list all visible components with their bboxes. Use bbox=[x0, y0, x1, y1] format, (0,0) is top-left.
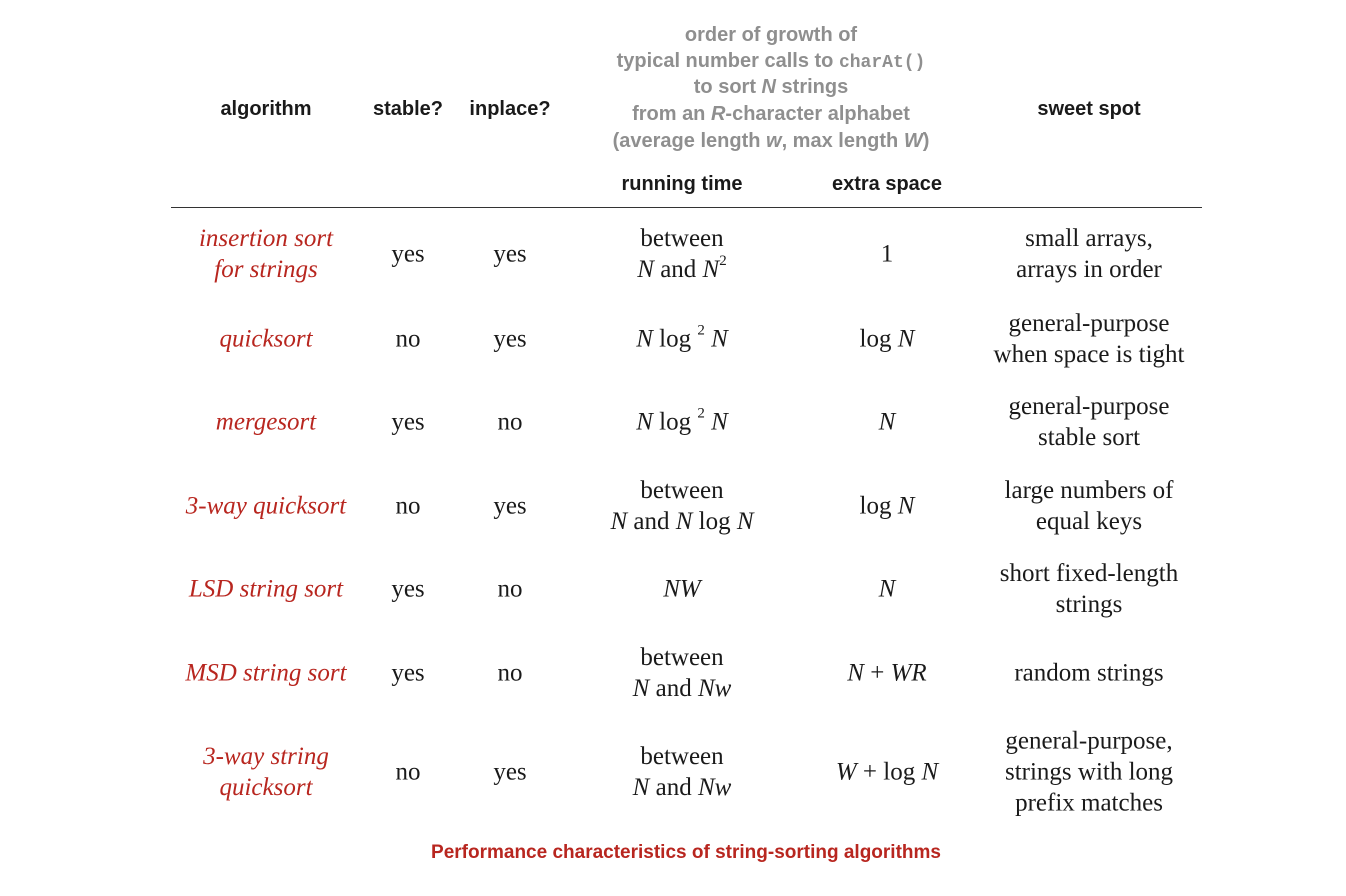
extra-space-value: N bbox=[878, 575, 896, 603]
header-growth-line3: to sort N strings bbox=[693, 76, 849, 98]
header-algorithm: algorithm bbox=[220, 98, 312, 120]
header-running-time: running time bbox=[621, 173, 743, 195]
inplace-value: no bbox=[497, 659, 523, 687]
stable-value: no bbox=[395, 325, 421, 353]
running-time-value: N log 2 N bbox=[636, 405, 728, 436]
stable-value: no bbox=[395, 492, 421, 520]
table-caption: Performance characteristics of string-so… bbox=[431, 842, 941, 863]
header-sweet-spot: sweet spot bbox=[1037, 98, 1141, 120]
header-inplace: inplace? bbox=[469, 98, 551, 120]
extra-space-value: log N bbox=[859, 492, 915, 520]
running-time-value: between N and N2 bbox=[637, 225, 727, 283]
extra-space-value: 1 bbox=[880, 240, 894, 268]
running-time-value: between N and N log N bbox=[610, 477, 754, 535]
running-time-value: between N and Nw bbox=[632, 743, 732, 801]
stable-value: yes bbox=[391, 575, 425, 603]
running-time-value: N log 2 N bbox=[636, 322, 728, 353]
inplace-value: no bbox=[497, 408, 523, 436]
sweet-spot-value: general-purpose, strings with long prefix … bbox=[1004, 727, 1174, 817]
sweet-spot-value: general-purpose when space is tight bbox=[993, 310, 1185, 368]
header-divider bbox=[171, 207, 1202, 208]
extra-space-value: N bbox=[878, 408, 896, 436]
stable-value: yes bbox=[391, 408, 425, 436]
inplace-value: yes bbox=[493, 492, 527, 520]
header-growth-line1: order of growth of bbox=[684, 24, 858, 46]
header-growth-line4: from an R-character alphabet bbox=[632, 103, 910, 125]
stable-value: no bbox=[395, 758, 421, 786]
extra-space-value: log N bbox=[859, 325, 915, 353]
inplace-value: yes bbox=[493, 758, 527, 786]
header-extra-space: extra space bbox=[831, 173, 943, 195]
algorithm-name: LSD string sort bbox=[188, 575, 344, 603]
algorithm-name: quicksort bbox=[219, 325, 313, 353]
algorithm-name: 3-way string quicksort bbox=[203, 743, 329, 801]
stable-value: yes bbox=[391, 240, 425, 268]
header-growth-line2: typical number calls to charAt() bbox=[616, 50, 926, 73]
running-time-value: NW bbox=[663, 575, 701, 603]
inplace-value: yes bbox=[493, 240, 527, 268]
header-growth-line5: (average length w, max length W) bbox=[612, 130, 930, 152]
header-stable: stable? bbox=[372, 98, 444, 120]
inplace-value: no bbox=[497, 575, 523, 603]
inplace-value: yes bbox=[493, 325, 527, 353]
algorithm-name: mergesort bbox=[215, 408, 317, 436]
sweet-spot-value: small arrays, arrays in order bbox=[1016, 225, 1162, 283]
sweet-spot-value: large numbers of equal keys bbox=[1004, 477, 1174, 535]
sweet-spot-value: random strings bbox=[1014, 659, 1164, 687]
extra-space-value: N + WR bbox=[847, 659, 927, 687]
sweet-spot-value: short fixed-length strings bbox=[999, 560, 1179, 618]
algorithm-name: 3-way quicksort bbox=[185, 492, 347, 520]
algorithm-name: MSD string sort bbox=[185, 659, 347, 687]
running-time-value: between N and Nw bbox=[632, 644, 732, 702]
algorithm-name: insertion sort for strings bbox=[198, 225, 334, 283]
extra-space-value: W + log N bbox=[835, 758, 939, 786]
sweet-spot-value: general-purpose stable sort bbox=[1008, 393, 1170, 451]
stable-value: yes bbox=[391, 659, 425, 687]
